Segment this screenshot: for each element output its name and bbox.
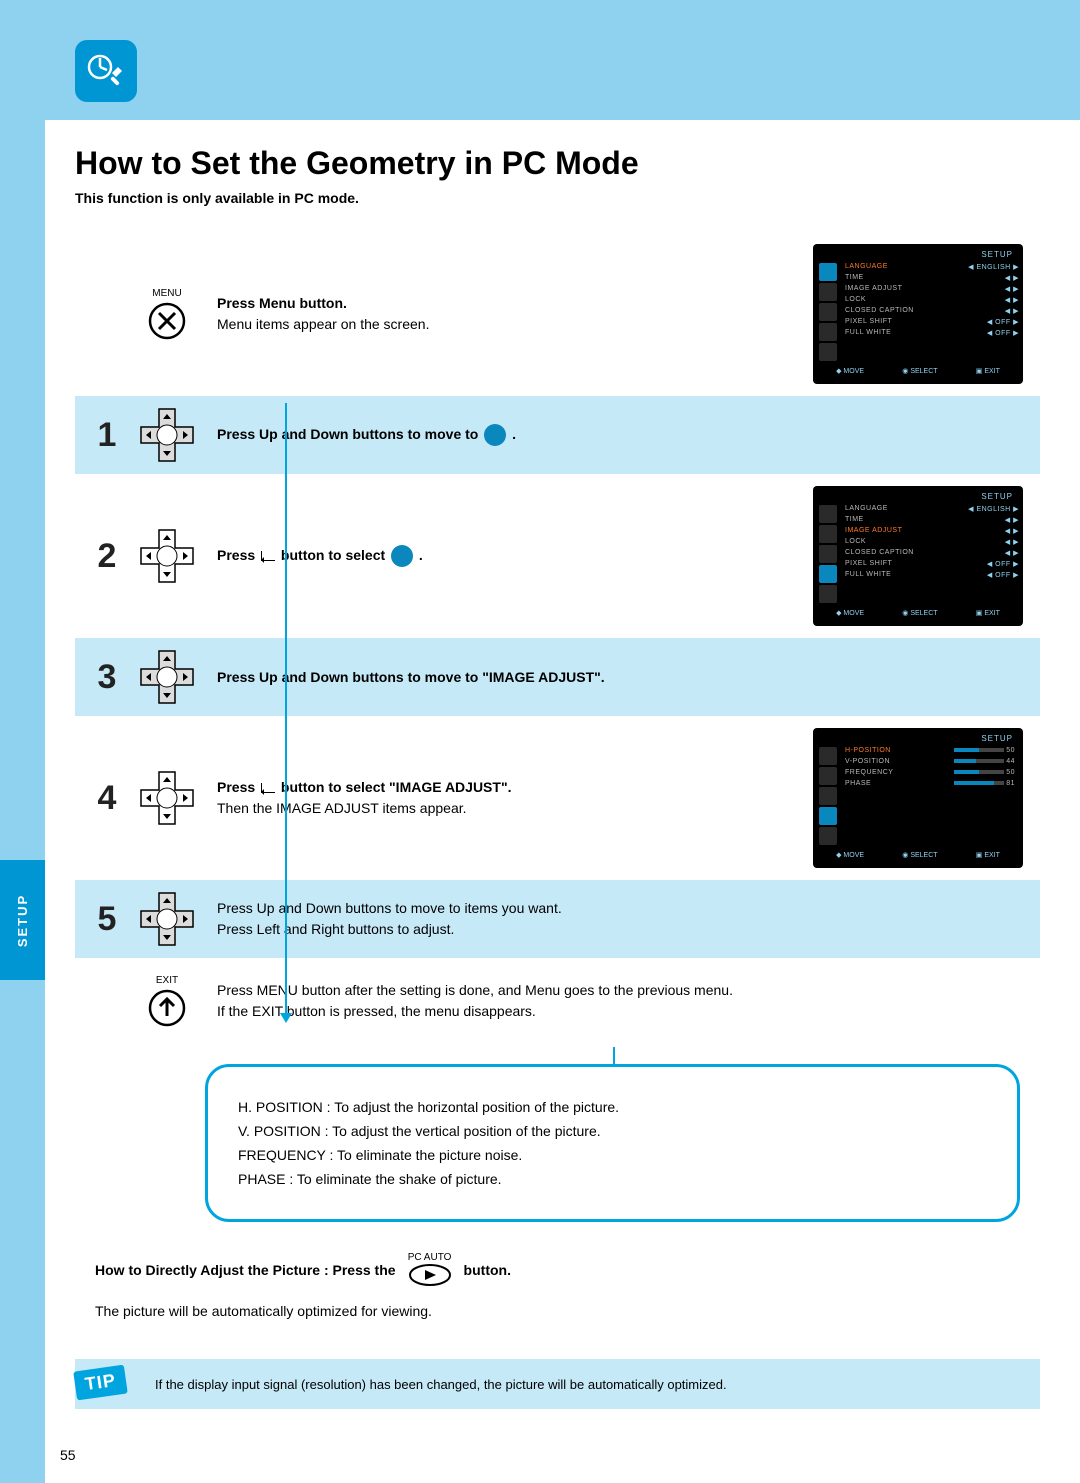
enter-icon <box>261 551 275 561</box>
tip-row: TIP If the display input signal (resolut… <box>75 1359 1040 1409</box>
dpad-icon <box>139 649 195 705</box>
step-4: 4 Press button to select "IMAGE ADJUST".… <box>75 720 1040 876</box>
content: How to Set the Geometry in PC Mode This … <box>75 145 1080 1409</box>
tip-text: If the display input signal (resolution)… <box>155 1377 727 1392</box>
step-3: 3 Press Up and Down buttons to move to "… <box>75 638 1040 716</box>
side-tab: SETUP <box>0 860 45 980</box>
step-menu-bold: Press Menu button. <box>217 293 803 314</box>
direct-adjust: How to Directly Adjust the Picture : Pre… <box>95 1252 1040 1319</box>
info-phase: PHASE : To eliminate the shake of pictur… <box>238 1171 987 1187</box>
menu-button-icon <box>147 301 187 341</box>
step-menu-text: Menu items appear on the screen. <box>217 314 803 335</box>
osd-screenshot-3: SETUP H-POSITION 50V-POSITION 44FREQUENC… <box>813 728 1023 868</box>
info-vpos: V. POSITION : To adjust the vertical pos… <box>238 1123 987 1139</box>
flow-arrow-head <box>280 1013 292 1023</box>
enter-icon <box>261 783 275 793</box>
step5-text2: Press Left and Right buttons to adjust. <box>217 919 803 940</box>
info-hpos: H. POSITION : To adjust the horizontal p… <box>238 1099 987 1115</box>
setup-inline-icon <box>484 424 506 446</box>
exit-button-icon <box>147 988 187 1028</box>
menu-label: MENU <box>152 288 181 299</box>
top-band <box>0 0 1080 120</box>
page-subtitle: This function is only available in PC mo… <box>75 190 1040 206</box>
flow-arrow-line <box>285 403 287 1015</box>
step5-text1: Press Up and Down buttons to move to ite… <box>217 898 803 919</box>
step-menu: MENU Press Menu button. Menu items appea… <box>75 236 1040 392</box>
step-1: 1 Press Up and Down buttons to move to . <box>75 396 1040 474</box>
step-5: 5 Press Up and Down buttons to move to i… <box>75 880 1040 958</box>
left-band <box>0 0 45 1483</box>
tip-badge: TIP <box>73 1365 128 1401</box>
dpad-icon <box>139 891 195 947</box>
step3-bold: Press Up and Down buttons to move to "IM… <box>217 669 605 685</box>
pc-auto-button-icon <box>408 1263 452 1287</box>
dpad-icon <box>139 770 195 826</box>
dpad-icon <box>139 528 195 584</box>
exit-text1: Press MENU button after the setting is d… <box>217 980 1028 1001</box>
dpad-icon <box>139 407 195 463</box>
setup-inline-icon <box>391 545 413 567</box>
step4-text: Then the IMAGE ADJUST items appear. <box>217 798 803 819</box>
side-tab-label: SETUP <box>15 893 30 946</box>
page-number: 55 <box>60 1447 76 1463</box>
osd-screenshot-1: SETUP LANGUAGE◀ ENGLISH ▶TIME◀ ▶IMAGE AD… <box>813 244 1023 384</box>
page-title: How to Set the Geometry in PC Mode <box>75 145 1040 182</box>
osd-screenshot-2: SETUP LANGUAGE◀ ENGLISH ▶TIME◀ ▶IMAGE AD… <box>813 486 1023 626</box>
info-box: H. POSITION : To adjust the horizontal p… <box>205 1064 1020 1222</box>
header-setup-icon <box>75 40 137 102</box>
direct-text: The picture will be automatically optimi… <box>95 1303 1040 1319</box>
info-freq: FREQUENCY : To eliminate the picture noi… <box>238 1147 987 1163</box>
step-exit: EXIT Press MENU button after the setting… <box>75 962 1040 1040</box>
exit-text2: If the EXIT button is pressed, the menu … <box>217 1001 1028 1022</box>
step1-bold: Press Up and Down buttons to move to <box>217 426 482 442</box>
step-2: 2 Press button to select . SETUP LA <box>75 478 1040 634</box>
